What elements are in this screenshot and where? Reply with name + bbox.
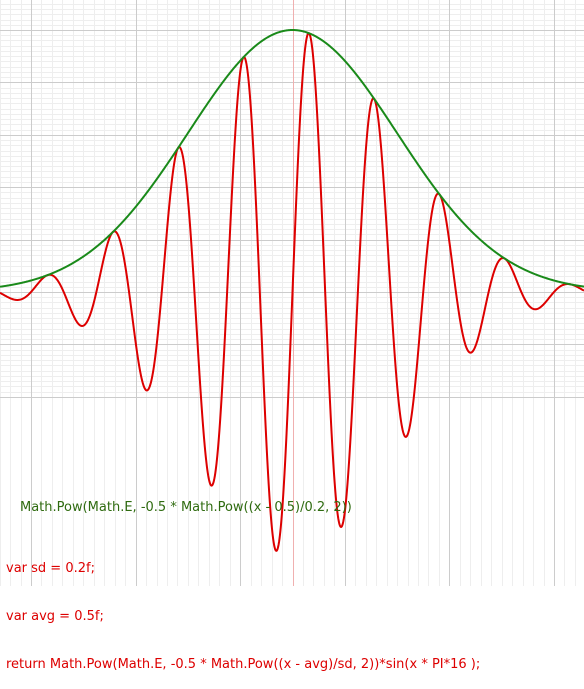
series-green-envelope bbox=[0, 29, 584, 288]
code-line-3: return Math.Pow(Math.E, -0.5 * Math.Pow(… bbox=[6, 657, 481, 672]
red-code-block: var sd = 0.2f; var avg = 0.5f; return Ma… bbox=[6, 529, 480, 689]
code-line-1: var sd = 0.2f; bbox=[6, 561, 95, 576]
plot-area bbox=[0, 0, 584, 586]
code-line-2: var avg = 0.5f; bbox=[6, 609, 104, 624]
series-layer bbox=[0, 29, 584, 552]
series-red-wave bbox=[0, 32, 584, 552]
green-formula-label: Math.Pow(Math.E, -0.5 * Math.Pow((x - 0.… bbox=[20, 500, 352, 515]
